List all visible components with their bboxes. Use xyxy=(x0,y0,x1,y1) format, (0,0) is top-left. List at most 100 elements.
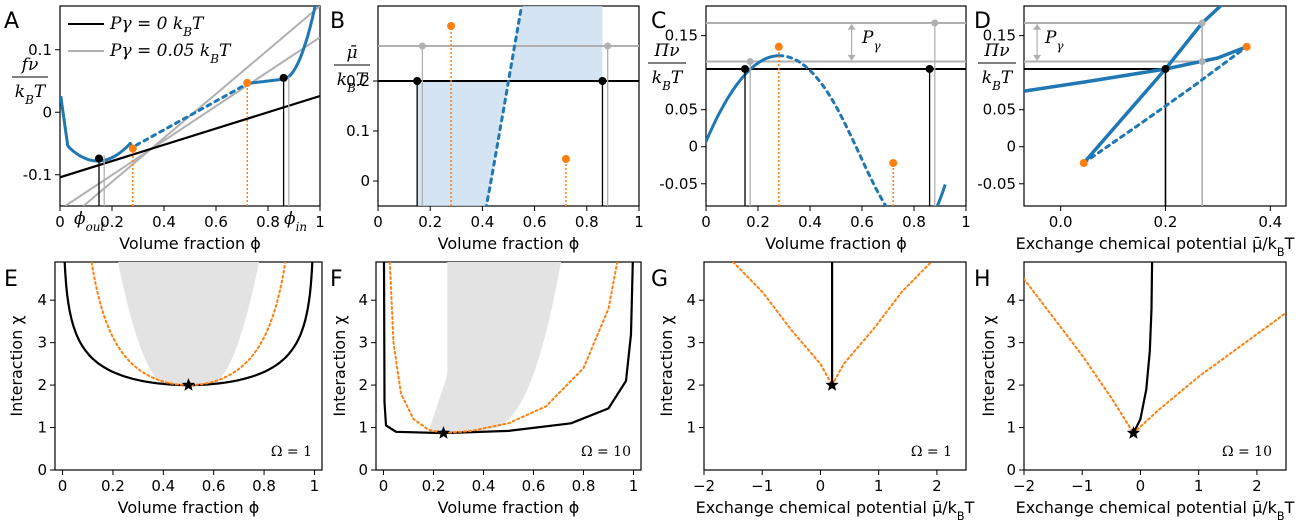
x-axis-label: Volume fraction ϕ xyxy=(119,234,261,253)
y-tick-label: 4 xyxy=(1006,291,1016,309)
x-tick-label: 1 xyxy=(310,477,320,495)
plot-area-B xyxy=(378,6,639,206)
critical-point-star xyxy=(436,426,451,439)
x-tick-label: 0.2 xyxy=(1154,213,1178,231)
x-tick-label: 0 xyxy=(379,477,389,495)
tangent-black-line xyxy=(60,94,320,179)
pressure-unstable xyxy=(777,54,888,206)
y-tick-label: 0.1 xyxy=(346,122,370,140)
x-axis-label: Volume fraction ϕ xyxy=(765,234,907,253)
gray-point xyxy=(418,42,426,50)
x-tick-label: 0.2 xyxy=(746,213,770,231)
binodal-point xyxy=(1161,64,1170,73)
y-axis-label: Interaction χ xyxy=(979,315,998,416)
spinodal-point xyxy=(447,22,456,30)
binodal-curve xyxy=(188,262,314,387)
spinodal-point xyxy=(561,155,570,163)
spinodal-left xyxy=(1024,278,1135,435)
x-tick-label: 0.6 xyxy=(202,477,226,495)
spinodal-point xyxy=(1242,42,1251,51)
y-tick-label: 0 xyxy=(1006,461,1016,479)
y-tick-label: 0.2 xyxy=(346,72,370,90)
x-tick-label: 0.4 xyxy=(470,213,494,231)
y-tick-label: 0.1 xyxy=(28,41,52,59)
x-tick-label: 0 xyxy=(816,477,826,495)
y-tick-label: 3 xyxy=(686,334,696,352)
x-tick-label: 0.2 xyxy=(422,477,446,495)
panel-letter: C xyxy=(651,9,666,34)
x-tick-label: 1 xyxy=(961,213,971,231)
axes-frame xyxy=(59,5,321,207)
x-tick-label: −1 xyxy=(751,477,773,495)
gray-point xyxy=(604,42,612,50)
panel-letter: H xyxy=(974,267,991,292)
y-axis-fraction-label: μ̄ kBT xyxy=(334,43,370,95)
axes-E: 0 0.2 0.4 0.6 0.8 1 0 1 2 3 4 Volume fraction ϕ xyxy=(37,261,323,517)
plot-area-D: Pγ xyxy=(1024,6,1251,206)
critical-point-star xyxy=(181,378,196,391)
x-tick-label: 1 xyxy=(315,213,325,231)
x-tick-label: 0 xyxy=(1136,477,1146,495)
y-tick-label: 1 xyxy=(1006,419,1016,437)
phi-in-annotation: ϕin xyxy=(284,209,307,234)
panel-letter: G xyxy=(651,267,668,292)
spinodal-right xyxy=(831,262,933,387)
y-tick-label: -0.1 xyxy=(23,166,52,184)
pressure-stable xyxy=(706,54,780,143)
y-tick-label: 3 xyxy=(1006,334,1016,352)
x-tick-label: 2 xyxy=(932,477,942,495)
free-energy-stable xyxy=(246,6,317,86)
y-label-numerator: μ̄ xyxy=(346,43,357,63)
x-tick-label: 1 xyxy=(874,477,884,495)
omega-label: Ω = 1 xyxy=(271,444,312,460)
high-density-branch xyxy=(1082,6,1224,165)
x-tick-label: 0.8 xyxy=(252,477,276,495)
y-tick-label: 0 xyxy=(1006,138,1016,156)
p-gamma-label: Pγ xyxy=(1044,28,1064,53)
legend-entry: Pγ = 0.05 kBT xyxy=(109,41,232,66)
y-label-numerator: Πν xyxy=(653,41,679,61)
y-label-denominator: kBT xyxy=(15,82,47,107)
omega-label: Ω = 1 xyxy=(911,444,952,460)
axes-frame xyxy=(705,5,967,207)
x-tick-label: 1 xyxy=(629,477,639,495)
x-tick-label: 0.6 xyxy=(850,213,874,231)
y-tick-label: 0 xyxy=(42,103,52,121)
y-tick-label: 2 xyxy=(1006,376,1016,394)
binodal-curve xyxy=(63,262,189,387)
x-tick-label: 0.6 xyxy=(522,477,546,495)
tangent-gray-line xyxy=(82,6,320,206)
y-tick-label: 4 xyxy=(358,291,368,309)
axes-G: −2 −1 0 1 2 1 2 3 4 Exchange chemical potential μ… xyxy=(686,261,975,523)
y-axis-fraction-label: Πν kBT xyxy=(648,41,686,93)
y-label-numerator: Πν xyxy=(983,41,1009,61)
x-tick-label: 0.4 xyxy=(472,477,496,495)
x-tick-label: −2 xyxy=(693,477,715,495)
coexistence-line xyxy=(1132,262,1154,434)
binodal-point xyxy=(279,73,288,82)
spinodal-point xyxy=(889,159,898,168)
axes-D: 0.0 0.2 0.4 -0.05 0 0.05 0.15 Exchange chemical… xyxy=(977,5,1295,259)
y-tick-label: 0 xyxy=(358,461,368,479)
gray-point xyxy=(1198,19,1206,27)
gray-point xyxy=(1198,58,1206,66)
x-axis-label: Volume fraction ϕ xyxy=(438,234,580,253)
x-axis-label: Exchange chemical potential μ̄/kBT xyxy=(696,498,975,523)
y-tick-label: 4 xyxy=(37,291,47,309)
arrow-head xyxy=(1033,54,1042,61)
y-tick-label: 0 xyxy=(360,172,370,190)
x-tick-label: 0.6 xyxy=(204,213,228,231)
gray-point xyxy=(746,58,754,66)
plot-area-A xyxy=(60,6,320,206)
x-tick-label: −2 xyxy=(1013,477,1035,495)
axes-frame xyxy=(703,261,967,471)
arrow-head xyxy=(1033,23,1042,30)
y-tick-label: 1 xyxy=(686,419,696,437)
binodal-point xyxy=(598,77,607,85)
y-tick-label: 0.15 xyxy=(983,27,1016,45)
binodal-point xyxy=(741,64,749,73)
binodal-curve xyxy=(382,262,634,435)
x-axis-label: Volume fraction ϕ xyxy=(438,498,580,517)
omega-label: Ω = 10 xyxy=(581,444,631,460)
